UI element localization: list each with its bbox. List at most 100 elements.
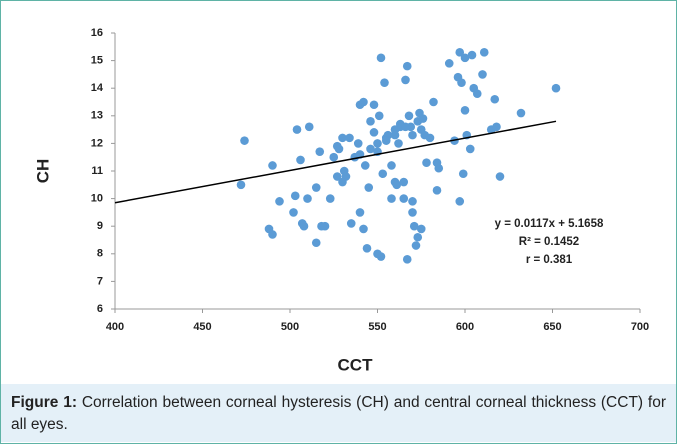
point (360, 161, 370, 170)
point (467, 50, 477, 60)
x-tick-label: 550 (368, 321, 386, 333)
caption-label: Figure 1: (11, 394, 77, 411)
annotation: R² = 0.1452 (519, 236, 579, 248)
point (329, 152, 339, 162)
point (425, 133, 435, 143)
y-tick-label: 14 (91, 82, 104, 94)
point (355, 208, 365, 217)
point (479, 48, 489, 57)
point (290, 191, 300, 201)
point (402, 61, 412, 71)
caption-text: Correlation between corneal hysteresis (… (11, 394, 666, 433)
annotation: y = 0.0117x + 5.1658 (495, 218, 604, 230)
point (268, 230, 277, 239)
point (408, 208, 417, 217)
point (399, 194, 409, 203)
y-tick-label: 15 (91, 55, 103, 67)
point (551, 83, 561, 93)
point (492, 122, 501, 132)
point (392, 180, 402, 190)
point (275, 197, 284, 206)
point (346, 219, 356, 228)
annotation: r = 0.381 (526, 254, 573, 266)
point (394, 139, 403, 148)
point (387, 194, 396, 203)
point (317, 221, 326, 231)
point (432, 158, 442, 168)
point (332, 172, 342, 181)
point (422, 158, 431, 168)
point (304, 122, 314, 132)
point (478, 70, 487, 79)
x-tick-label: 700 (631, 321, 649, 333)
point (353, 139, 363, 148)
y-axis-label: CH (33, 159, 52, 184)
point (418, 114, 428, 123)
y-tick-label: 6 (97, 303, 103, 315)
point (338, 133, 347, 143)
point (460, 53, 470, 63)
point (495, 172, 505, 181)
point (516, 108, 526, 118)
point (366, 144, 375, 154)
y-tick-label: 16 (91, 27, 103, 39)
point (409, 221, 419, 231)
point (292, 125, 302, 134)
point (378, 169, 388, 179)
point (399, 177, 409, 187)
point (315, 147, 325, 156)
point (345, 133, 354, 143)
y-tick-label: 12 (91, 137, 103, 149)
caption: Figure 1: Correlation between corneal hy… (1, 384, 676, 442)
point (236, 180, 246, 190)
y-tick-label: 7 (97, 275, 103, 287)
point (373, 139, 382, 148)
point (455, 197, 465, 206)
point (472, 89, 482, 99)
point (401, 122, 410, 132)
point (338, 177, 347, 187)
point (404, 111, 414, 121)
point (296, 155, 305, 165)
point (268, 161, 277, 170)
point (240, 136, 249, 145)
y-tick-label: 10 (91, 193, 103, 205)
point (457, 78, 466, 87)
point (325, 194, 335, 203)
point (401, 75, 410, 85)
x-axis-label: CCT (338, 355, 374, 374)
point (432, 186, 442, 195)
point (444, 59, 454, 68)
point (411, 241, 421, 250)
point (366, 117, 375, 126)
x-tick-label: 500 (281, 321, 299, 333)
x-tick-label: 650 (543, 321, 561, 333)
y-tick-label: 9 (97, 220, 103, 232)
x-tick-label: 600 (456, 321, 474, 333)
y-tick-label: 13 (91, 110, 103, 122)
point (334, 144, 344, 154)
point (413, 232, 423, 242)
point (362, 243, 372, 253)
point (376, 53, 386, 63)
y-tick-label: 11 (91, 165, 103, 177)
point (374, 111, 384, 121)
point (429, 97, 438, 107)
point (455, 48, 465, 57)
point (359, 224, 368, 234)
point (299, 221, 309, 231)
point (303, 194, 312, 203)
point (373, 249, 382, 259)
point (369, 128, 379, 137)
chart: CCT CH 6 7 8 9 10 11 12 13 14 15 16 400 450 500 550 600… (33, 27, 649, 375)
trendline (114, 120, 557, 204)
point (311, 238, 321, 248)
point (465, 144, 475, 154)
point (490, 94, 500, 104)
point (402, 255, 412, 264)
point (364, 183, 374, 192)
point (311, 183, 321, 192)
y-tick-label: 8 (97, 248, 103, 260)
point (460, 105, 470, 115)
point (369, 100, 379, 110)
